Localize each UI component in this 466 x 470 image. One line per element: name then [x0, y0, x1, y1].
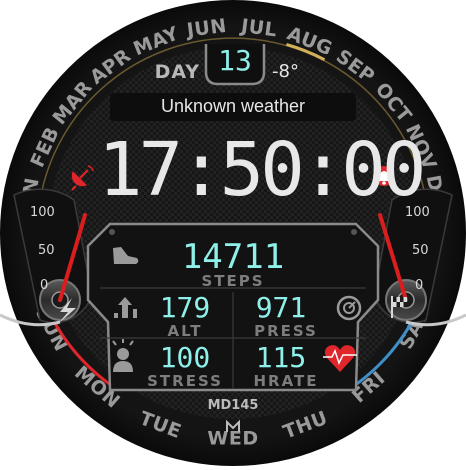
day-number-frame [204, 44, 266, 86]
day-number: 13 [218, 44, 252, 77]
month-tick-marks [286, 42, 326, 61]
pressure-value: 971 [255, 291, 307, 324]
month-label-jul: JUL [238, 15, 279, 42]
right-gauge-tick-100: 100 [405, 205, 430, 220]
lightning-bolt-icon [58, 298, 76, 324]
stress-value: 100 [159, 341, 211, 374]
altitude-value: 179 [159, 291, 211, 324]
saturday-underline [350, 317, 416, 390]
weekday-label-wed: WED [207, 428, 258, 450]
heart-pulse-icon [323, 345, 357, 372]
weather-condition: Unknown weather [160, 96, 306, 116]
steps-label: STEPS [201, 272, 265, 290]
satellite-dish-icon [71, 165, 94, 191]
stress-person-icon [112, 339, 134, 372]
left-gauge-needle [58, 213, 87, 302]
alarm-bell-icon [374, 166, 394, 186]
steps-value: 14711 [181, 237, 285, 277]
left-gauge-tick-50: 50 [38, 243, 55, 258]
pressure-label: PRESS [254, 322, 318, 340]
right-band-edge [405, 313, 466, 327]
left-gauge-tick-100: 100 [30, 205, 55, 220]
barometer-icon [336, 295, 362, 321]
altitude-arrow-icon [114, 297, 137, 318]
month-ring-line [39, 37, 427, 201]
right-gauge-tick-50: 50 [412, 243, 429, 258]
brand-model: MD145 [207, 398, 259, 413]
checkered-flag-icon [391, 296, 407, 318]
current-month-marker [286, 42, 326, 61]
shoe-icon [113, 247, 139, 264]
stress-label: STRESS [147, 372, 223, 390]
weather-bar [110, 93, 356, 121]
left-band-edge [0, 313, 61, 327]
brand-logo-icon [226, 419, 240, 432]
temperature: -8° [272, 61, 299, 82]
heart-rate-value: 115 [255, 341, 307, 374]
time-display: 17:50:00 [98, 127, 426, 213]
altitude-label: ALT [167, 322, 203, 340]
day-label: DAY [154, 61, 200, 83]
right-gauge-needle [378, 213, 408, 302]
sunday-underline [50, 317, 116, 390]
left-gauge-tick-0: 0 [40, 278, 49, 293]
month-label-jun: JUN [184, 15, 228, 42]
right-gauge-tick-0: 0 [415, 278, 424, 293]
heart-rate-label: HRATE [253, 372, 319, 390]
